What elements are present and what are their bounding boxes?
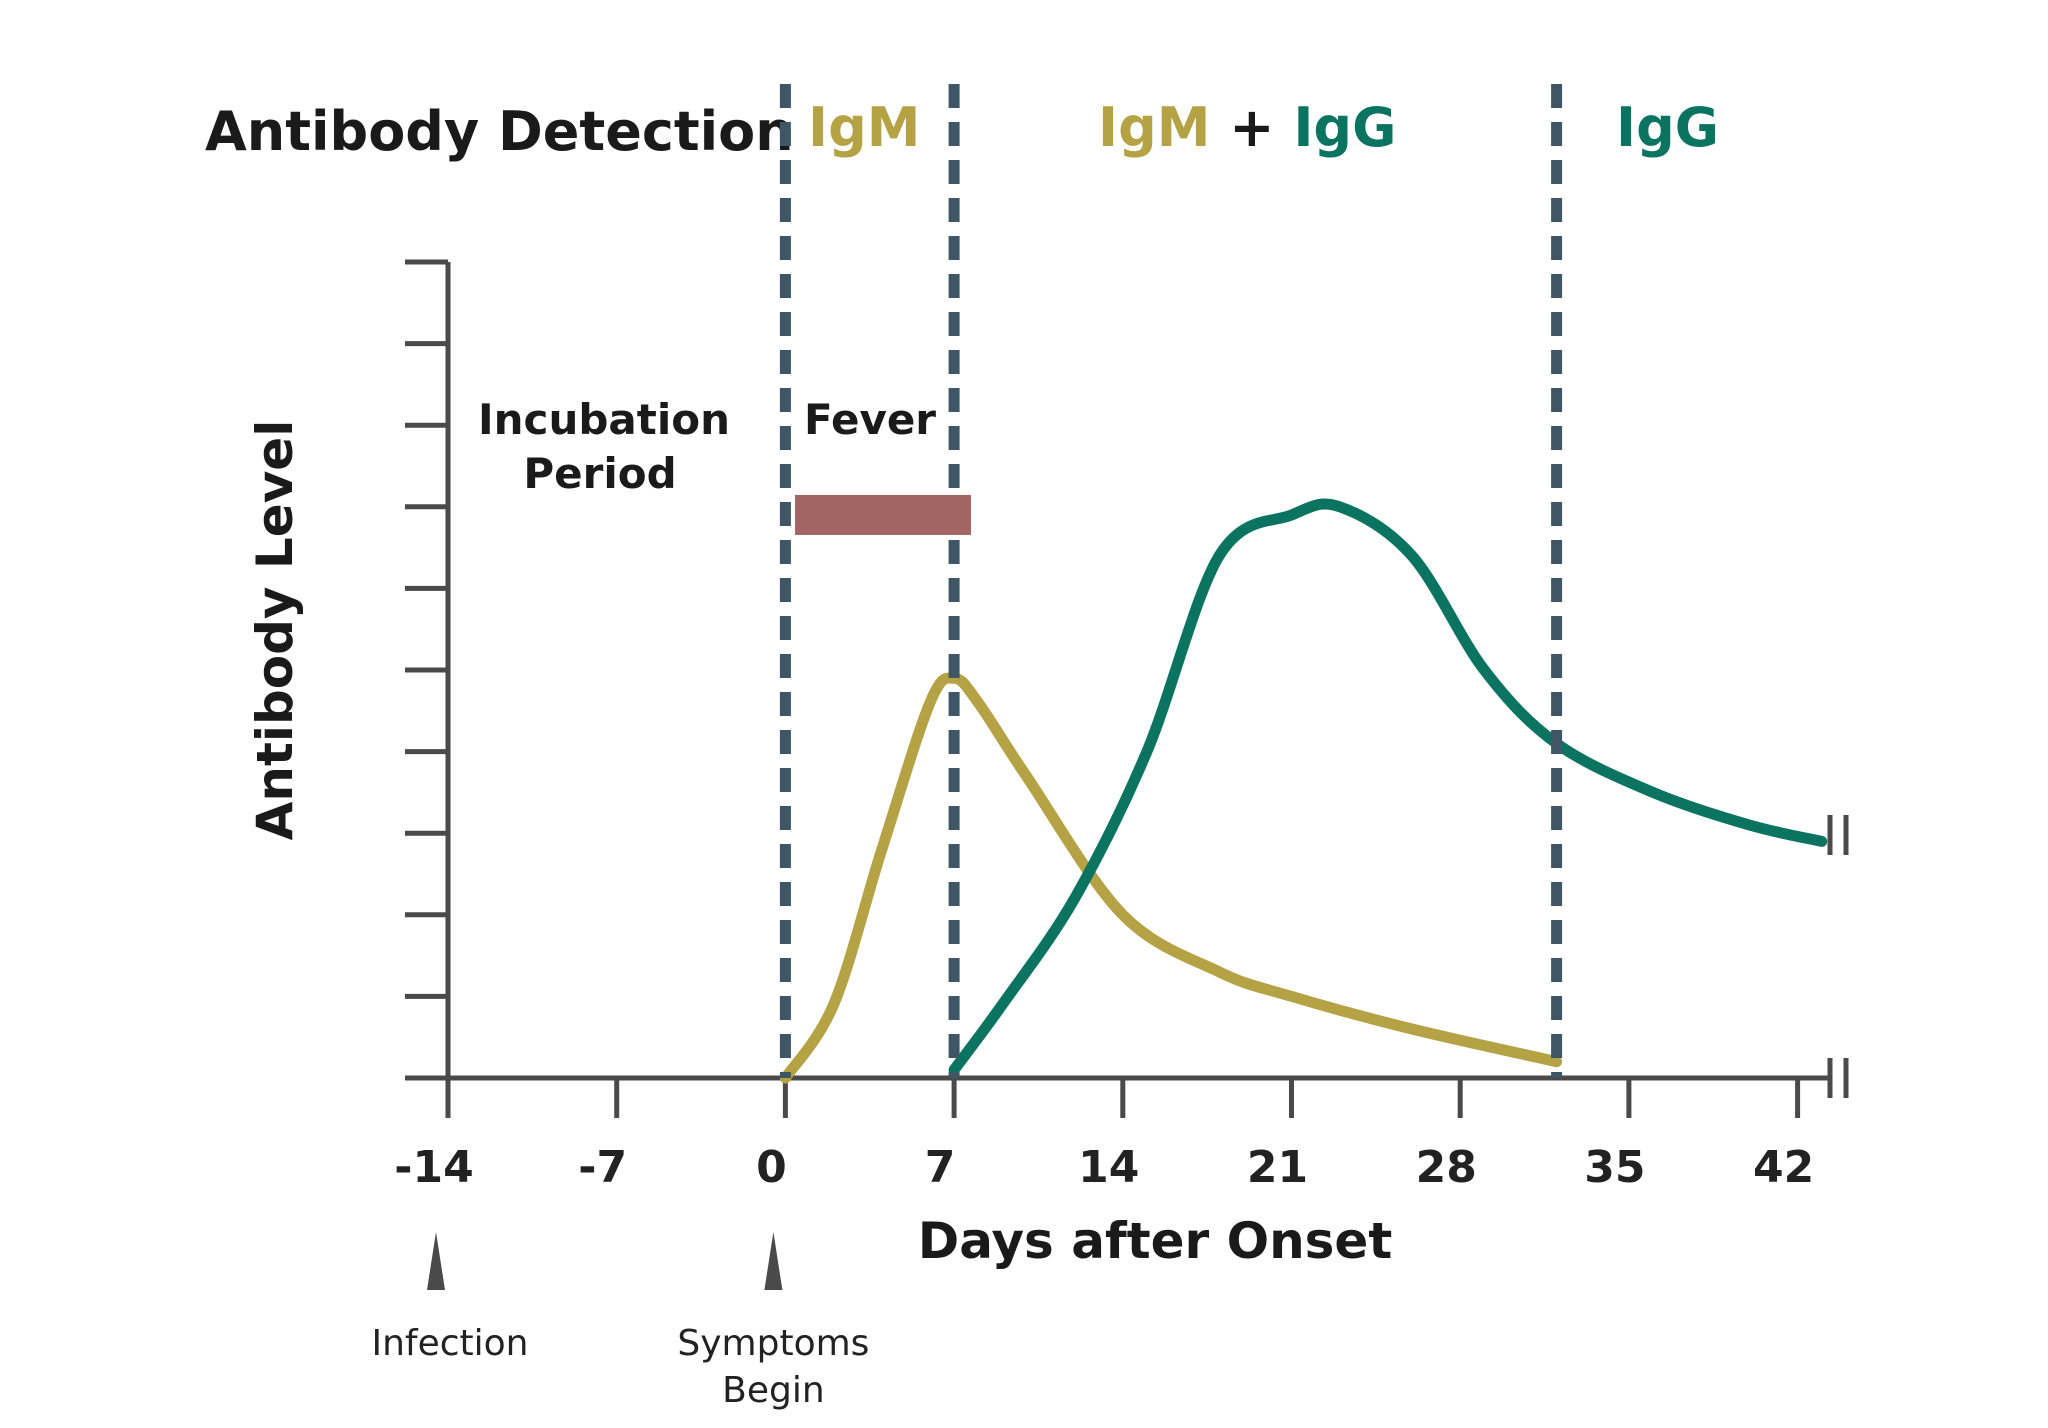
series-curves <box>779 498 1828 1084</box>
igg-curve <box>948 498 1828 1076</box>
event-markers: Infection Symptoms Begin <box>371 1232 869 1411</box>
x-tick-labels: -14 -7 0 7 14 21 28 35 42 <box>394 1142 1814 1193</box>
y-axis-title: Antibody Level <box>246 420 304 841</box>
axis-break-x <box>1827 1058 1849 1098</box>
infection-marker-icon <box>427 1232 445 1290</box>
x-tick-label: 14 <box>1078 1142 1139 1193</box>
header-igg-label: IgG <box>1293 96 1396 159</box>
y-ticks <box>405 259 448 999</box>
header-igm-label: IgM <box>808 96 920 159</box>
header-plus-label: + <box>1210 96 1293 159</box>
phase-dividers <box>779 84 1563 1078</box>
axis-break-igg <box>1827 815 1849 855</box>
symptoms-marker-icon <box>764 1232 783 1290</box>
detection-title: Antibody Detection <box>205 100 794 163</box>
incubation-label-line2: Period <box>523 449 676 498</box>
igm-curve <box>779 672 1563 1084</box>
x-tick-label: 7 <box>925 1142 956 1193</box>
symptoms-marker-label-line2: Begin <box>722 1370 825 1411</box>
x-tick-label: -14 <box>394 1142 474 1193</box>
header-igg-label: IgG <box>1616 96 1719 159</box>
detection-header: Antibody Detection IgM IgM + IgG IgG <box>205 96 1719 163</box>
x-tick-label: 42 <box>1753 1142 1814 1193</box>
fever-label: Fever <box>804 395 936 444</box>
x-tick-label: -7 <box>578 1142 627 1193</box>
x-tick-label: 28 <box>1416 1142 1477 1193</box>
header-segment-igm: IgM <box>808 96 920 159</box>
header-igm-label: IgM <box>1098 96 1210 159</box>
infection-marker-label: Infection <box>371 1323 528 1364</box>
fever-bar <box>795 494 971 535</box>
x-axis-title: Days after Onset <box>918 1212 1393 1270</box>
header-segment-igg: IgG <box>1616 96 1719 159</box>
header-segment-igm-igg: IgM + IgG <box>1098 96 1396 159</box>
axes: -14 -7 0 7 14 21 28 35 42 <box>394 259 1849 1193</box>
x-tick-label: 21 <box>1247 1142 1308 1193</box>
incubation-label-line1: Incubation <box>478 395 730 444</box>
x-tick-label: 0 <box>756 1142 787 1193</box>
x-tick-label: 35 <box>1584 1142 1645 1193</box>
x-ticks <box>445 1078 1801 1118</box>
symptoms-marker-label-line1: Symptoms <box>677 1323 869 1364</box>
